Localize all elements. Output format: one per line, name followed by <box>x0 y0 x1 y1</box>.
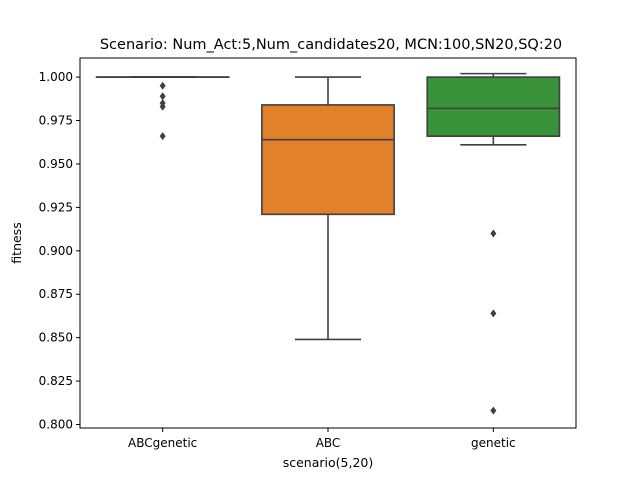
iqr-box <box>426 76 561 137</box>
outlier-point <box>490 309 497 318</box>
y-tick-label: 1.000 <box>39 70 73 84</box>
outlier-point <box>159 81 166 90</box>
iqr-box <box>261 104 395 216</box>
x-tick-label: ABCgenetic <box>128 436 197 450</box>
outlier-point <box>159 92 166 101</box>
outlier-point <box>490 406 497 415</box>
y-tick-label: 0.900 <box>39 244 73 258</box>
x-axis: ABCgenetic ABC genetic <box>128 428 516 450</box>
y-tick-label: 0.925 <box>39 200 73 214</box>
y-tick-label: 0.975 <box>39 114 73 128</box>
plot-frame <box>79 57 577 429</box>
chart-title: Scenario: Num_Act:5,Num_candidates20, MC… <box>100 37 562 53</box>
boxes-layer <box>95 72 561 415</box>
x-tick-label: ABC <box>316 436 341 450</box>
y-axis: 0.800 0.825 0.850 0.875 0.900 0.925 0.950 0.975… <box>39 70 80 432</box>
x-tick-label: genetic <box>471 436 516 450</box>
outlier-point <box>159 132 166 141</box>
box-ABCgenetic <box>95 76 230 141</box>
y-tick-label: 0.825 <box>39 374 73 388</box>
y-axis-label: fitness <box>9 222 24 263</box>
box-ABC <box>261 76 395 341</box>
y-tick-label: 0.800 <box>39 418 73 432</box>
x-axis-label: scenario(5,20) <box>283 455 374 470</box>
outlier-point <box>159 102 166 111</box>
y-tick-label: 0.850 <box>39 331 73 345</box>
box-genetic <box>426 72 561 415</box>
y-tick-label: 0.950 <box>39 157 73 171</box>
outlier-point <box>490 229 497 238</box>
y-tick-label: 0.875 <box>39 287 73 301</box>
